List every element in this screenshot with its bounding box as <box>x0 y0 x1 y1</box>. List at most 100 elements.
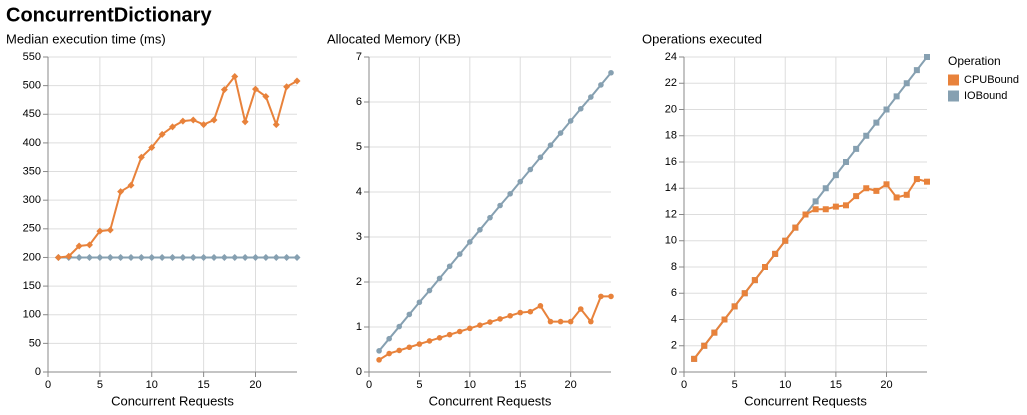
marker <box>75 242 83 250</box>
marker <box>843 159 849 165</box>
marker <box>762 264 768 270</box>
marker <box>272 253 280 261</box>
marker <box>293 77 301 85</box>
y-tick-label: 22 <box>665 77 677 89</box>
legend-swatch <box>948 74 959 86</box>
marker <box>293 253 301 261</box>
marker <box>557 130 564 136</box>
marker <box>812 206 819 213</box>
x-tick-label: 15 <box>514 379 526 391</box>
series-line <box>58 74 298 259</box>
marker <box>386 350 392 357</box>
marker <box>446 331 453 338</box>
marker <box>96 227 104 235</box>
marker <box>873 187 880 194</box>
x-tick-label: 15 <box>830 379 842 391</box>
marker <box>117 188 125 196</box>
marker <box>127 253 135 261</box>
marker <box>467 239 473 245</box>
y-tick-label: 550 <box>23 51 41 63</box>
marker <box>691 355 698 362</box>
marker <box>467 325 473 332</box>
marker <box>588 318 594 325</box>
marker <box>527 308 534 315</box>
marker <box>96 253 104 261</box>
marker <box>497 202 503 209</box>
marker <box>75 253 83 261</box>
y-tick-label: 2 <box>671 340 677 352</box>
marker <box>252 253 259 261</box>
marker <box>231 72 239 80</box>
marker <box>567 118 574 124</box>
marker <box>117 253 125 261</box>
marker <box>701 342 708 349</box>
marker <box>396 347 403 354</box>
marker <box>537 154 544 161</box>
marker <box>426 287 433 294</box>
marker <box>537 303 544 309</box>
marker <box>220 253 228 261</box>
y-tick-label: 24 <box>665 51 677 63</box>
marker <box>731 303 738 310</box>
y-tick-label: 4 <box>671 313 677 325</box>
marker <box>169 123 176 131</box>
marker <box>200 121 208 129</box>
marker <box>577 306 584 312</box>
marker <box>376 357 382 363</box>
x-tick-label: 10 <box>464 379 476 391</box>
marker <box>893 93 900 100</box>
marker <box>751 277 758 284</box>
marker <box>158 253 166 261</box>
marker <box>200 253 208 261</box>
marker <box>396 323 403 330</box>
marker <box>924 178 930 185</box>
marker <box>436 275 443 282</box>
marker <box>517 178 524 185</box>
x-tick-label: 5 <box>732 379 738 391</box>
series-line <box>378 72 612 352</box>
marker <box>210 116 218 124</box>
y-tick-label: 450 <box>23 108 41 120</box>
x-tick-label: 5 <box>416 379 422 391</box>
x-tick-label: 0 <box>45 379 51 391</box>
marker <box>903 191 910 198</box>
marker <box>376 348 382 354</box>
y-tick-label: 6 <box>356 96 362 108</box>
marker <box>179 253 187 261</box>
marker <box>86 241 93 249</box>
marker <box>924 54 930 60</box>
y-tick-label: 0 <box>35 366 41 378</box>
y-tick-label: 7 <box>356 51 362 63</box>
x-tick-label: 0 <box>366 379 372 391</box>
marker <box>507 191 513 197</box>
y-tick-label: 16 <box>665 156 677 168</box>
marker <box>416 299 423 306</box>
marker <box>386 335 392 342</box>
marker <box>588 94 594 100</box>
y-tick-label: 14 <box>665 182 677 194</box>
marker <box>883 181 890 188</box>
marker <box>517 309 524 316</box>
x-axis-label: Concurrent Requests <box>429 393 552 408</box>
marker <box>106 226 114 234</box>
marker <box>231 253 239 261</box>
marker <box>262 93 270 101</box>
marker <box>741 290 748 297</box>
marker <box>832 203 839 210</box>
marker <box>406 311 413 318</box>
y-tick-label: 500 <box>23 80 41 92</box>
series-line <box>693 177 928 360</box>
marker <box>853 145 860 152</box>
y-tick-label: 12 <box>665 208 677 220</box>
y-tick-label: 1 <box>356 321 362 333</box>
y-tick-label: 0 <box>671 366 677 378</box>
marker <box>782 237 789 244</box>
marker <box>158 130 166 138</box>
marker <box>577 105 584 112</box>
marker <box>913 67 920 74</box>
marker <box>527 166 534 173</box>
x-tick-label: 20 <box>565 379 577 391</box>
marker <box>148 253 156 261</box>
y-tick-label: 100 <box>23 309 41 321</box>
